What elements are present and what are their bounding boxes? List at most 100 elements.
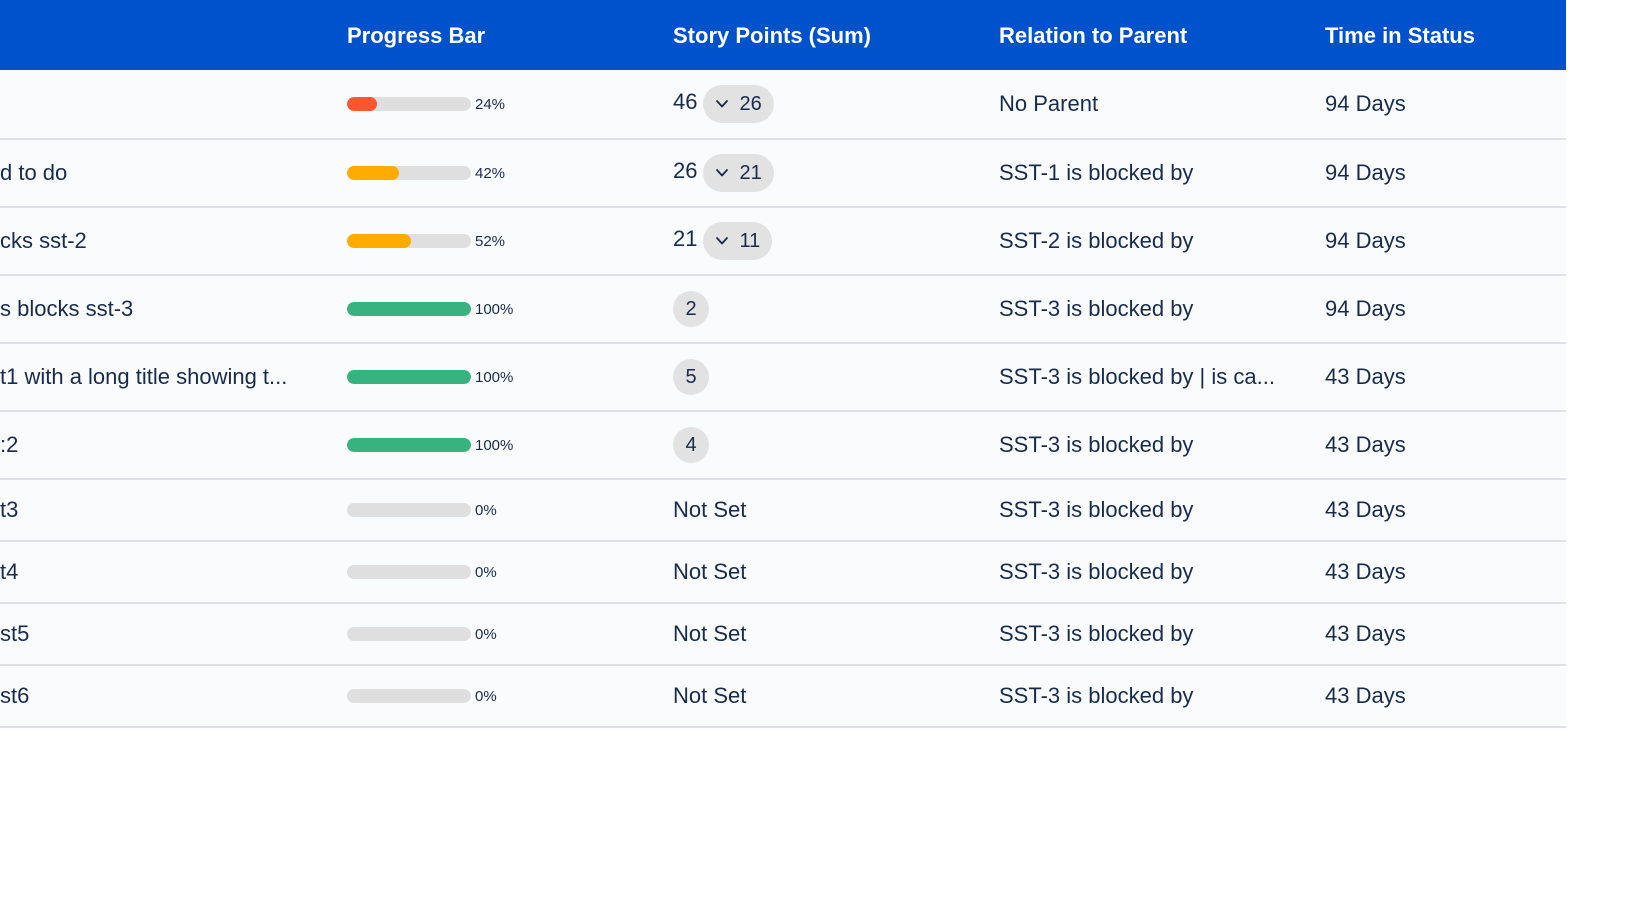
progress-cell: 100% [347,344,627,410]
column-header-relation-to-parent[interactable]: Relation to Parent [999,23,1188,48]
progress-percent: 100% [475,300,514,318]
issues-table: Progress Bar Story Points (Sum) Relation… [0,0,1566,728]
summary-cell[interactable]: d to do [0,160,68,185]
time-in-status-cell: 43 Days [1325,432,1406,457]
children-points-value: 26 [739,92,762,115]
table-row[interactable]: :2 100% 4 SST-3 is blocked by 43 Days [0,412,1566,480]
relation-cell: SST-2 is blocked by [999,228,1194,253]
progress-percent: 52% [475,232,506,250]
story-points-not-set: Not Set [673,683,747,708]
progress-percent: 0% [475,563,497,581]
progress-bar-fill [347,302,471,316]
time-in-status-cell: 43 Days [1325,621,1406,646]
progress-bar-fill [347,166,400,180]
progress-bar-fill [347,370,471,384]
expand-children-button[interactable]: 26 [703,85,774,123]
relation-cell: No Parent [999,91,1099,116]
relation-cell: SST-3 is blocked by | is ca... [999,364,1275,389]
progress-bar [347,627,471,641]
progress-bar-fill [347,234,412,248]
table-row[interactable]: st6 0% Not Set SST-3 is blocked by 43 Days [0,666,1566,728]
progress-percent: 0% [475,625,497,643]
relation-cell: SST-3 is blocked by [999,497,1194,522]
story-points-cell: Not Set [673,666,973,726]
relation-cell: SST-1 is blocked by [999,160,1194,185]
progress-bar [347,565,471,579]
progress-cell: 100% [347,276,627,342]
expand-children-button[interactable]: 21 [703,154,774,192]
time-in-status-cell: 94 Days [1325,296,1406,321]
story-points-cell: Not Set [673,542,973,602]
relation-cell: SST-3 is blocked by [999,559,1194,584]
table-row[interactable]: 24% 46 26 No Parent 94 Days [0,70,1566,140]
time-in-status-cell: 43 Days [1325,683,1406,708]
table-row[interactable]: t3 0% Not Set SST-3 is blocked by 43 Days [0,480,1566,542]
summary-cell[interactable]: t3 [0,497,19,522]
story-points-sum: 46 [673,89,698,114]
relation-cell: SST-3 is blocked by [999,621,1194,646]
progress-bar [347,689,471,703]
progress-cell: 0% [347,542,627,602]
story-points-cell: 5 [673,344,973,410]
column-header-time-in-status[interactable]: Time in Status [1325,23,1475,48]
progress-percent: 100% [475,368,514,386]
story-points-cell: 26 21 [673,140,973,206]
table-body: 24% 46 26 No Parent 94 Days d to do 42% 26 21 SST… [0,70,1566,728]
relation-cell: SST-3 is blocked by [999,683,1194,708]
story-points-cell: 4 [673,412,973,478]
table-row[interactable]: s blocks sst-3 100% 2 SST-3 is blocked by 94… [0,276,1566,344]
progress-cell: 42% [347,140,627,206]
time-in-status-cell: 94 Days [1325,91,1406,116]
story-points-sum: 26 [673,158,698,183]
table-row[interactable]: st5 0% Not Set SST-3 is blocked by 43 Days [0,604,1566,666]
progress-cell: 52% [347,208,627,274]
story-points-badge: 5 [673,359,709,395]
summary-cell[interactable]: st6 [0,683,30,708]
progress-cell: 0% [347,666,627,726]
summary-cell[interactable]: s blocks sst-3 [0,296,134,321]
progress-bar [347,97,471,111]
story-points-cell: Not Set [673,480,973,540]
summary-cell[interactable]: cks sst-2 [0,228,87,253]
progress-percent: 0% [475,687,497,705]
children-points-value: 21 [739,161,762,184]
summary-cell[interactable]: t1 with a long title showing t... [0,364,288,389]
chevron-down-icon [716,169,729,177]
progress-bar [347,503,471,517]
progress-bar-fill [347,97,377,111]
story-points-sum: 21 [673,226,698,251]
expand-children-button[interactable]: 11 [703,222,773,260]
summary-cell[interactable]: :2 [0,432,19,457]
table-header: Progress Bar Story Points (Sum) Relation… [0,0,1566,70]
story-points-cell: Not Set [673,604,973,664]
time-in-status-cell: 43 Days [1325,364,1406,389]
progress-cell: 0% [347,480,627,540]
table-row[interactable]: cks sst-2 52% 21 11 SST-2 is blocked by 94 Da… [0,208,1566,276]
progress-bar [347,438,471,452]
column-header-story-points[interactable]: Story Points (Sum) [673,23,872,48]
progress-cell: 100% [347,412,627,478]
progress-bar [347,302,471,316]
story-points-not-set: Not Set [673,559,747,584]
story-points-not-set: Not Set [673,497,747,522]
table-row[interactable]: t4 0% Not Set SST-3 is blocked by 43 Days [0,542,1566,604]
summary-cell[interactable] [0,70,318,138]
relation-cell: SST-3 is blocked by [999,296,1194,321]
progress-bar [347,166,471,180]
story-points-cell: 46 26 [673,70,973,138]
summary-cell[interactable]: st5 [0,621,30,646]
table-row[interactable]: d to do 42% 26 21 SST-1 is blocked by 94 Days [0,140,1566,208]
time-in-status-cell: 43 Days [1325,497,1406,522]
story-points-cell: 21 11 [673,208,973,274]
children-points-value: 11 [739,229,761,252]
chevron-down-icon [716,100,729,108]
summary-cell[interactable]: t4 [0,559,19,584]
progress-bar [347,234,471,248]
progress-percent: 0% [475,501,497,519]
table-row[interactable]: t1 with a long title showing t... 100% 5 SS… [0,344,1566,412]
progress-cell: 0% [347,604,627,664]
relation-cell: SST-3 is blocked by [999,432,1194,457]
progress-percent: 42% [475,164,506,182]
time-in-status-cell: 94 Days [1325,228,1406,253]
column-header-progress-bar[interactable]: Progress Bar [347,23,486,48]
